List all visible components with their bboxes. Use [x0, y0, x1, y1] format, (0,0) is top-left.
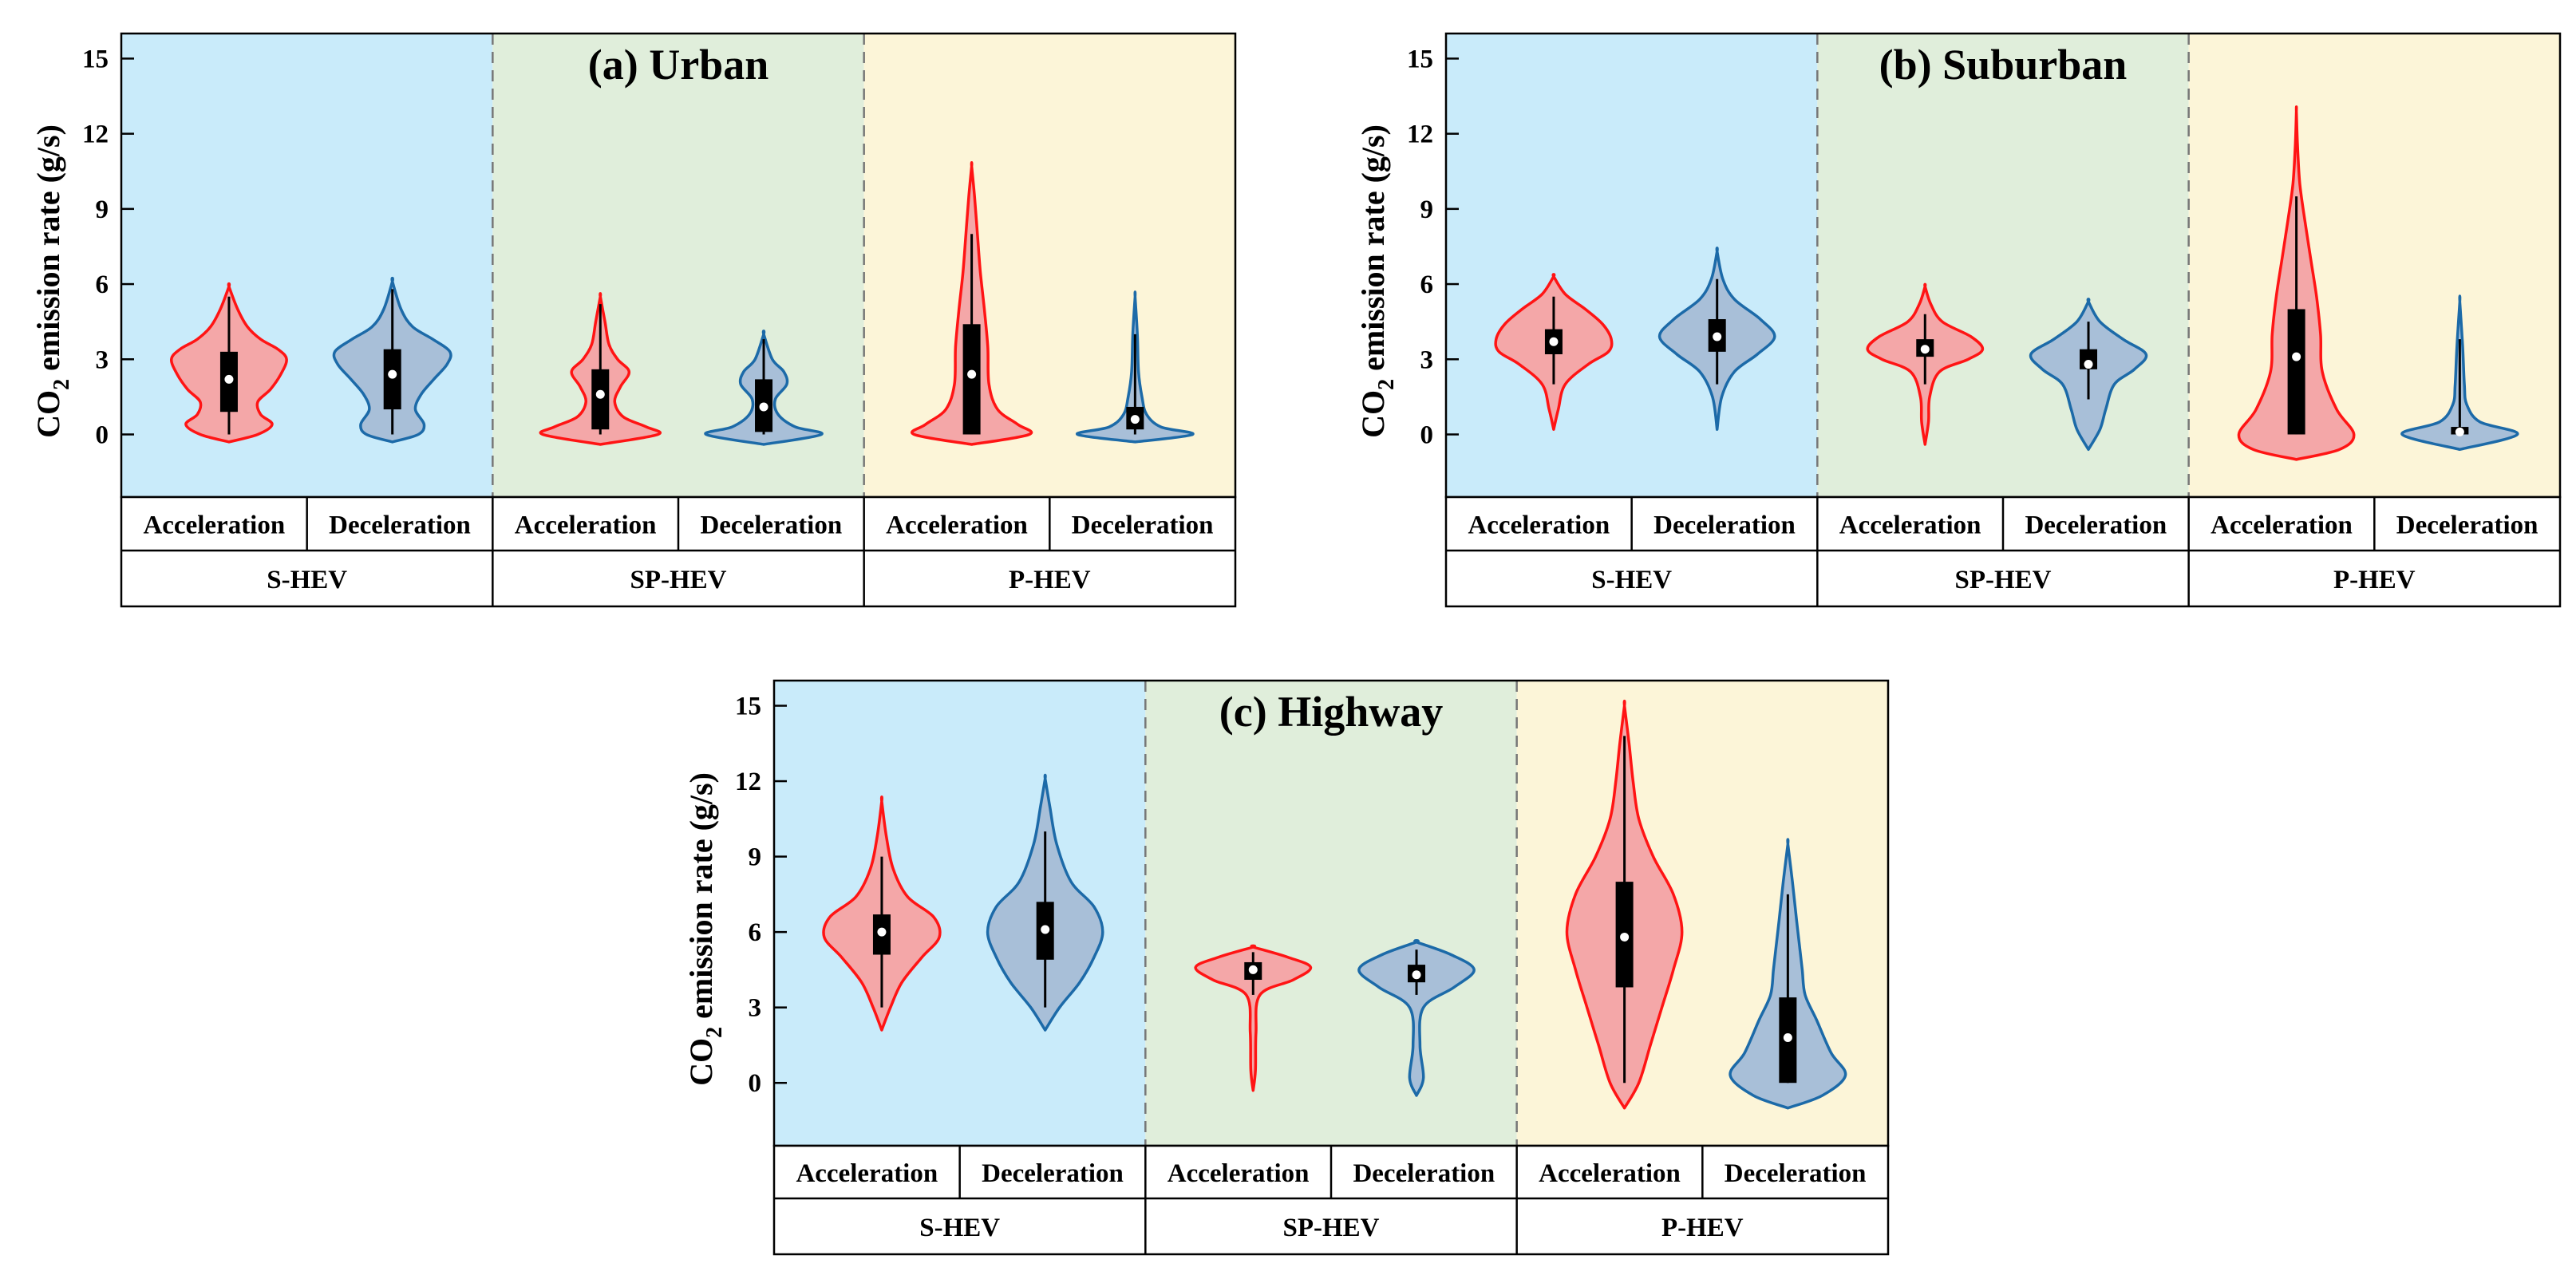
group-background-p-hev [863, 34, 1235, 497]
y-axis-label-co: CO [30, 390, 66, 438]
median-dot-p-hev-acceleration [1620, 932, 1630, 941]
condition-label-acceleration: Acceleration [1539, 1159, 1681, 1188]
y-tick-label: 15 [1407, 45, 1433, 73]
y-tick-label: 12 [1407, 120, 1433, 149]
group-background-s-hev [121, 34, 493, 497]
vehicle-group-label-s-hev: S-HEV [267, 566, 347, 594]
median-dot-s-hev-acceleration [1549, 337, 1559, 346]
median-dot-p-hev-deceleration [1130, 415, 1140, 424]
panel-urban: 0 3 6 9 12 15 CO2 emission rate (g/s) (a) Urban… [30, 32, 1237, 608]
panel-highway: 0 3 6 9 12 15 CO2 emission rate (g/s) (c) Highw… [683, 679, 1890, 1256]
y-tick-label: 0 [96, 420, 109, 449]
condition-label-acceleration: Acceleration [886, 511, 1028, 540]
panel-title: (c) Highway [1219, 688, 1443, 736]
y-axis-label-rest: emission rate (g/s) [30, 124, 66, 379]
condition-label-deceleration: Deceleration [1725, 1159, 1867, 1188]
median-dot-p-hev-acceleration [967, 369, 977, 379]
y-tick-label: 9 [96, 195, 109, 224]
y-tick-label: 6 [1420, 270, 1434, 299]
y-axis-label-subscript: 2 [702, 1027, 727, 1038]
median-dot-sp-hev-deceleration [759, 402, 768, 412]
condition-label-deceleration: Deceleration [2025, 511, 2167, 540]
iqr-box-s-hev-deceleration [383, 349, 401, 410]
panel-title: (b) Suburban [1879, 41, 2128, 89]
iqr-box-sp-hev-acceleration [591, 369, 610, 430]
condition-label-deceleration: Deceleration [1653, 511, 1796, 540]
violin-sp-hev-deceleration [1357, 939, 1476, 1097]
condition-label-deceleration: Deceleration [2396, 511, 2538, 540]
median-dot-s-hev-deceleration [388, 369, 397, 379]
y-axis-label-co: CO [683, 1038, 719, 1086]
median-dot-sp-hev-acceleration [1248, 965, 1258, 974]
condition-label-deceleration: Deceleration [1072, 511, 1214, 540]
median-dot-s-hev-acceleration [877, 927, 887, 937]
y-axis-label: CO2 emission rate (g/s) [1355, 124, 1399, 438]
iqr-box-p-hev-acceleration [962, 324, 981, 435]
group-background-sp-hev [1145, 681, 1517, 1146]
condition-label-deceleration: Deceleration [329, 511, 471, 540]
vehicle-group-label-p-hev: P-HEV [1661, 1214, 1744, 1242]
median-dot-sp-hev-deceleration [2084, 360, 2093, 369]
y-tick-label: 3 [96, 345, 109, 374]
condition-label-acceleration: Acceleration [2211, 511, 2353, 540]
condition-label-acceleration: Acceleration [1167, 1159, 1310, 1188]
y-axis-label-subscript: 2 [1374, 379, 1399, 390]
y-axis-label: CO2 emission rate (g/s) [30, 124, 74, 438]
vehicle-group-label-p-hev: P-HEV [2333, 566, 2416, 594]
vehicle-group-label-sp-hev: SP-HEV [630, 566, 726, 594]
iqr-box-p-hev-acceleration [2287, 309, 2305, 435]
y-axis-label: CO2 emission rate (g/s) [683, 772, 727, 1086]
y-tick-label: 3 [749, 994, 762, 1023]
group-background-sp-hev [492, 34, 864, 497]
y-tick-label: 3 [1420, 345, 1434, 374]
vehicle-group-label-s-hev: S-HEV [1591, 566, 1672, 594]
y-tick-label: 15 [735, 693, 761, 721]
group-background-s-hev [1446, 34, 1818, 497]
y-axis-label-co: CO [1355, 390, 1391, 438]
y-tick-label: 9 [749, 843, 762, 872]
condition-label-acceleration: Acceleration [1839, 511, 1981, 540]
y-tick-label: 15 [82, 45, 109, 73]
median-dot-s-hev-acceleration [224, 374, 234, 384]
y-axis-label-rest: emission rate (g/s) [1355, 124, 1391, 379]
median-dot-s-hev-deceleration [1041, 925, 1050, 934]
median-dot-sp-hev-acceleration [1920, 345, 1930, 354]
group-background-sp-hev [1817, 34, 2189, 497]
condition-label-acceleration: Acceleration [1468, 511, 1610, 540]
y-tick-label: 6 [96, 270, 109, 299]
y-tick-label: 6 [749, 918, 762, 947]
y-tick-label: 9 [1420, 195, 1434, 224]
median-dot-sp-hev-deceleration [1412, 970, 1421, 980]
vehicle-group-label-s-hev: S-HEV [919, 1214, 1000, 1242]
condition-label-acceleration: Acceleration [515, 511, 657, 540]
y-tick-label: 0 [1420, 420, 1434, 449]
panel-title: (a) Urban [588, 41, 769, 89]
median-dot-p-hev-deceleration [2455, 427, 2464, 436]
condition-label-deceleration: Deceleration [1353, 1159, 1495, 1188]
median-dot-s-hev-deceleration [1713, 332, 1722, 341]
panel-suburban: 0 3 6 9 12 15 CO2 emission rate (g/s) (b) Subur… [1355, 32, 2562, 608]
condition-label-deceleration: Deceleration [982, 1159, 1124, 1188]
median-dot-p-hev-deceleration [1783, 1032, 1792, 1042]
y-tick-label: 0 [749, 1069, 762, 1098]
y-tick-label: 12 [735, 768, 761, 796]
y-axis-label-subscript: 2 [49, 379, 74, 390]
vehicle-group-label-sp-hev: SP-HEV [1282, 1214, 1379, 1242]
violin-sp-hev-acceleration [1194, 944, 1313, 1092]
vehicle-group-label-p-hev: P-HEV [1009, 566, 1091, 594]
median-dot-p-hev-acceleration [2292, 352, 2301, 361]
vehicle-group-label-sp-hev: SP-HEV [1954, 566, 2051, 594]
median-dot-sp-hev-acceleration [595, 389, 605, 399]
y-tick-label: 12 [82, 120, 109, 149]
condition-label-deceleration: Deceleration [700, 511, 842, 540]
condition-label-acceleration: Acceleration [143, 511, 285, 540]
y-axis-label-rest: emission rate (g/s) [683, 772, 719, 1027]
condition-label-acceleration: Acceleration [796, 1159, 938, 1188]
